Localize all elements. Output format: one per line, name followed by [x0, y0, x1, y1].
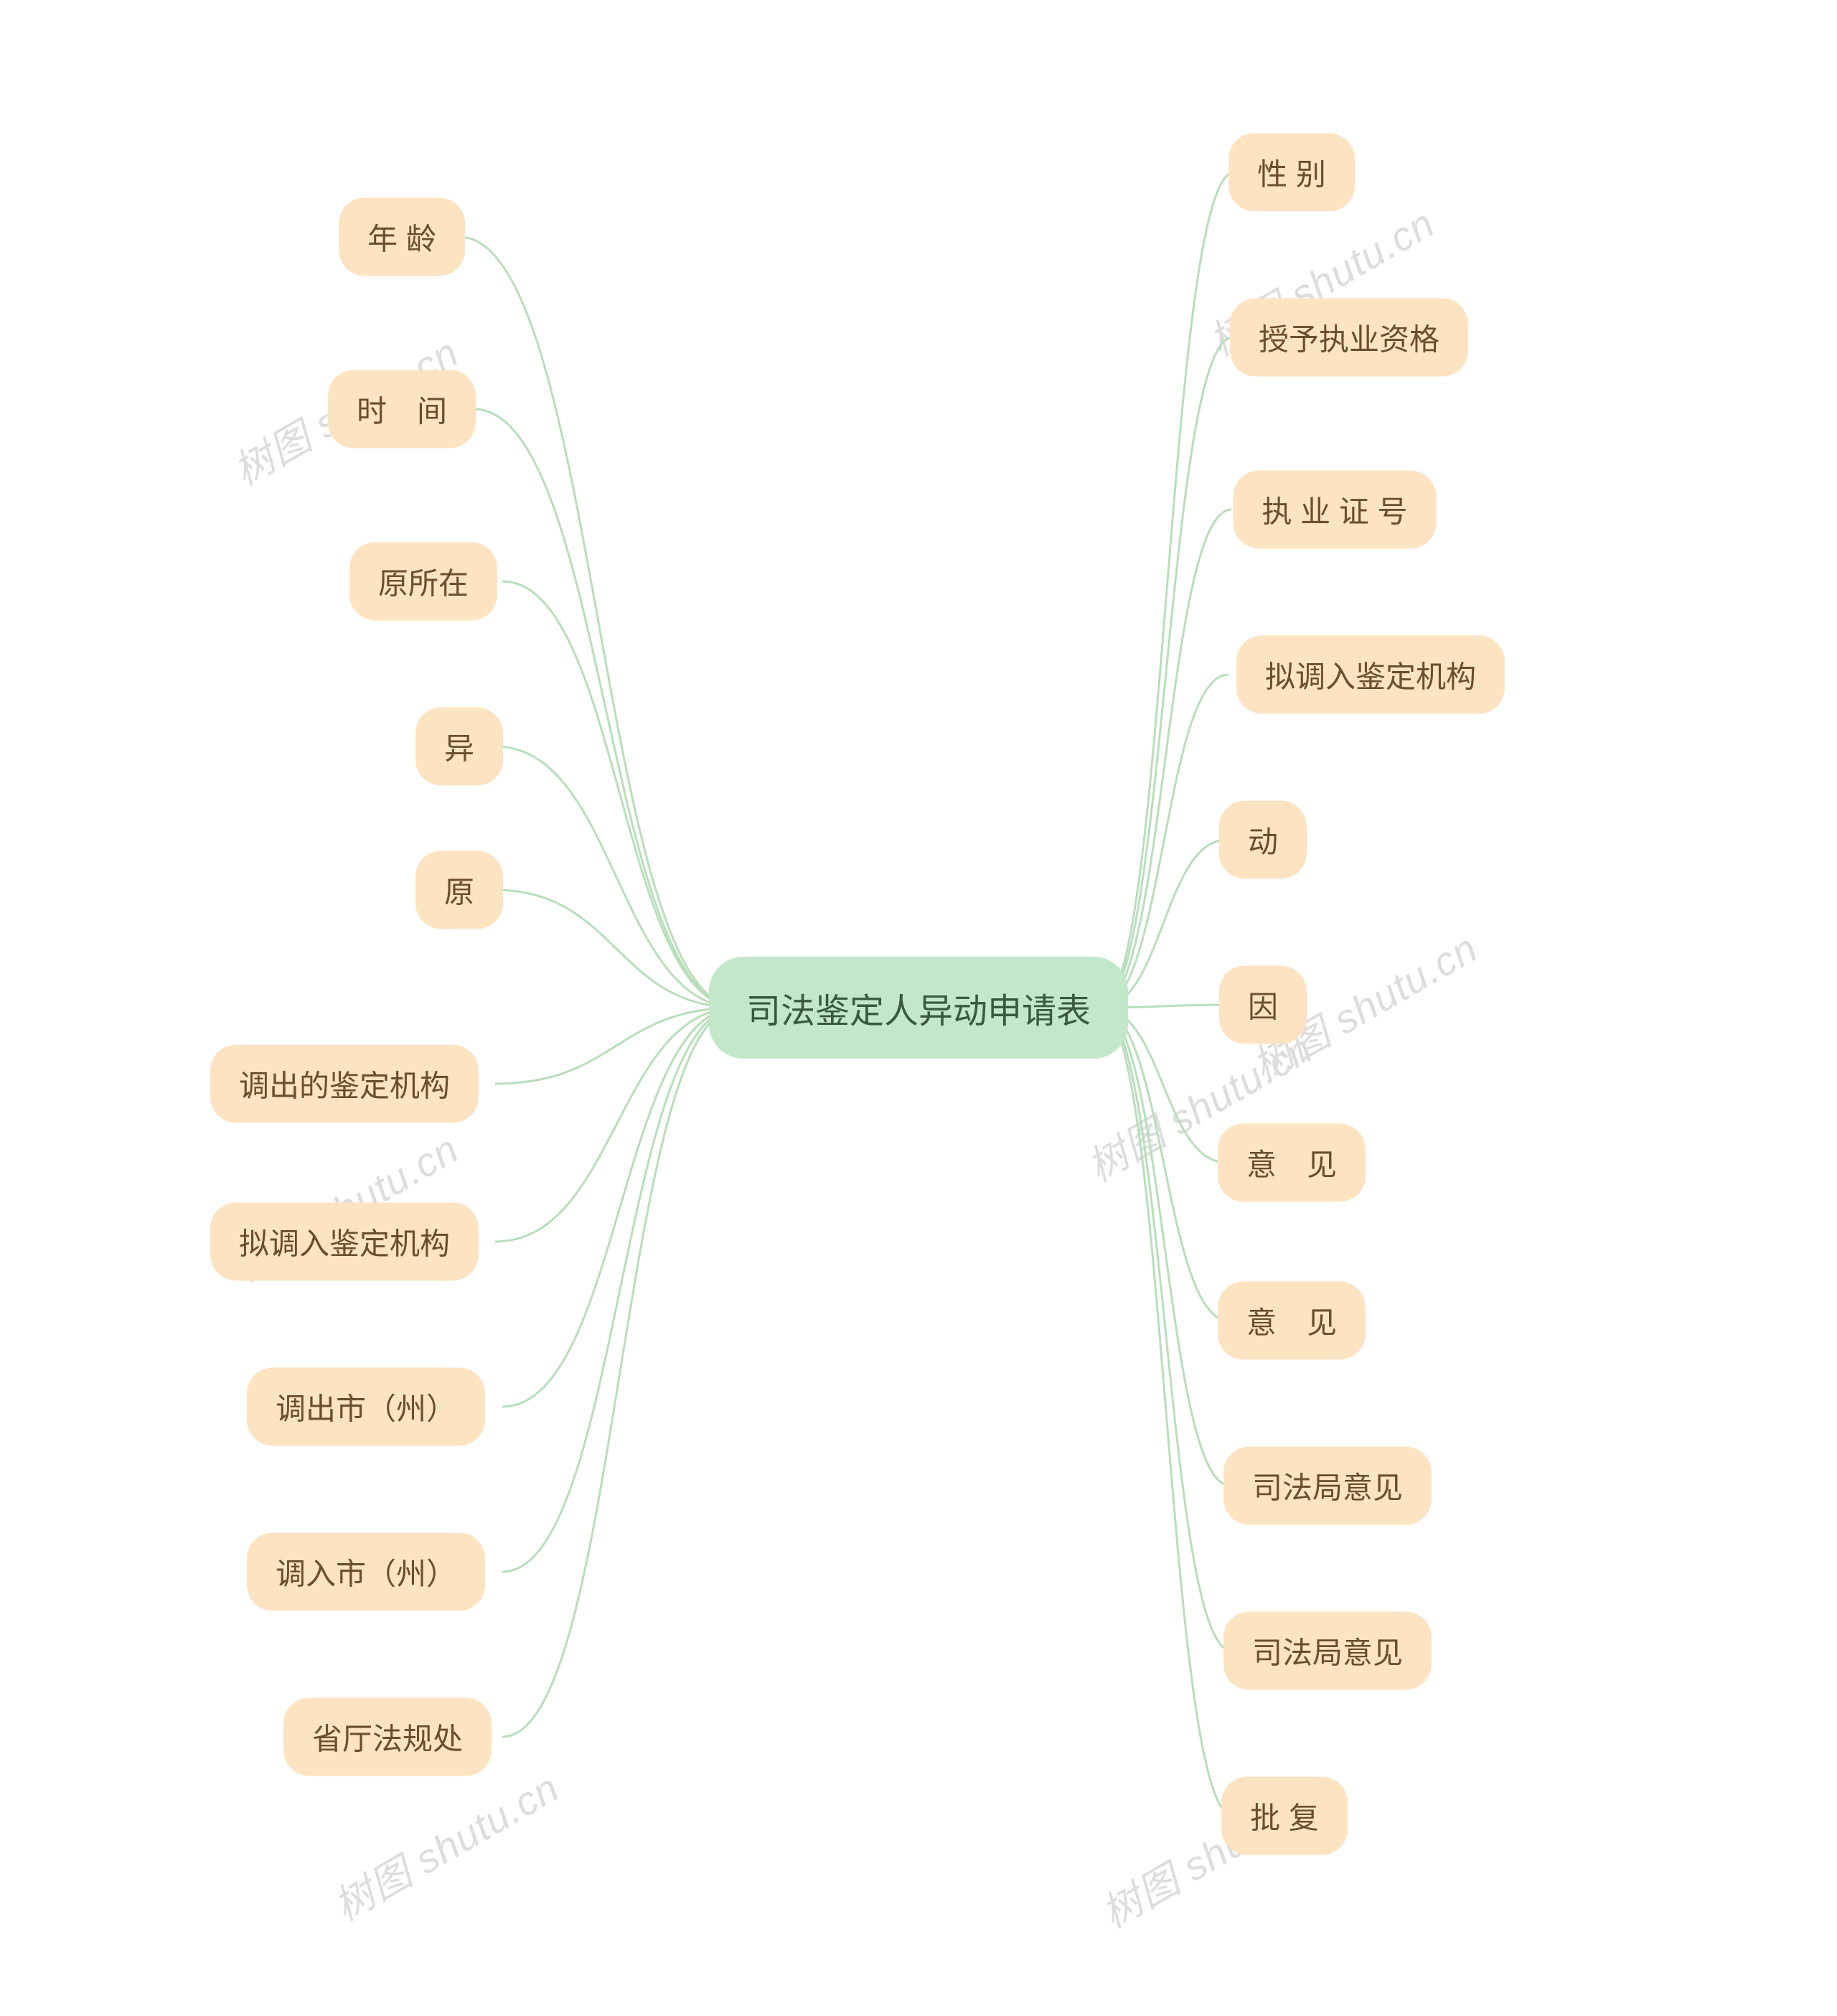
connector-path: [502, 581, 738, 1008]
left-node-6: 拟调入鉴定机构: [210, 1203, 479, 1281]
right-node-8: 司法局意见: [1223, 1447, 1432, 1525]
right-node-7: 意 见: [1218, 1282, 1366, 1360]
connector-path: [1099, 510, 1231, 1008]
left-node-0: 年 龄: [339, 198, 465, 276]
right-node-6: 意 见: [1218, 1124, 1366, 1202]
center-node: 司法鉴定人异动申请表: [709, 957, 1128, 1059]
connector-path: [1099, 1008, 1233, 1816]
connector-path: [1099, 675, 1228, 1008]
connector-path: [502, 1008, 738, 1407]
left-node-5: 调出的鉴定机构: [210, 1045, 479, 1123]
right-node-3: 拟调入鉴定机构: [1236, 636, 1505, 714]
connector-path: [495, 1008, 738, 1084]
connector-path: [495, 746, 738, 1008]
right-node-2: 执 业 证 号: [1233, 471, 1436, 549]
right-node-1: 授予执业资格: [1230, 299, 1468, 377]
right-node-10: 批 复: [1221, 1777, 1348, 1855]
left-node-1: 时 间: [328, 370, 476, 449]
connector-path: [1099, 337, 1233, 1008]
left-node-8: 调入市（州）: [247, 1533, 485, 1611]
left-node-2: 原所在: [349, 543, 497, 621]
right-node-0: 性 别: [1228, 133, 1355, 212]
left-node-9: 省厅法规处: [283, 1698, 492, 1776]
connector-path: [1099, 1008, 1230, 1486]
connector-path: [1099, 172, 1234, 1008]
left-node-4: 原: [415, 851, 503, 929]
mindmap-canvas: 树图 shutu.cn树图 shutu.cn树图 shutu.cn树图 shut…: [0, 0, 1837, 2016]
right-node-5: 因: [1219, 966, 1307, 1044]
right-node-4: 动: [1219, 801, 1307, 879]
connector-path: [1099, 1008, 1231, 1651]
connector-path: [474, 409, 738, 1008]
left-node-7: 调出市（州）: [247, 1368, 485, 1446]
right-node-9: 司法局意见: [1223, 1612, 1432, 1690]
connector-path: [502, 1008, 738, 1572]
left-node-3: 异: [415, 708, 503, 786]
connector-path: [1099, 1008, 1228, 1321]
connector-path: [495, 1008, 738, 1242]
